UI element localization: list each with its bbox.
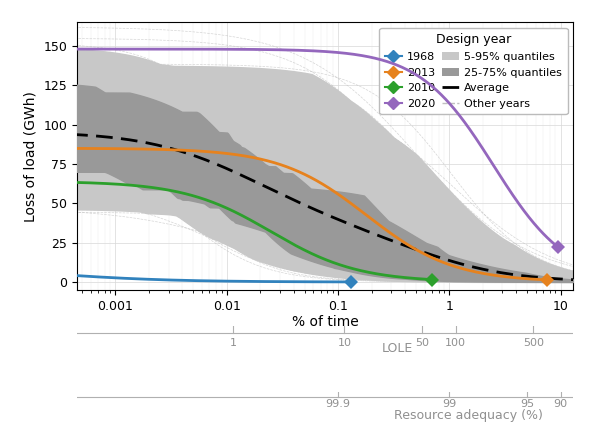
Legend: 1968, 2013, 2010, 2020, 5-95% quantiles, 25-75% quantiles, Average, Other years: 1968, 2013, 2010, 2020, 5-95% quantiles,… — [379, 28, 568, 114]
X-axis label: % of time: % of time — [292, 315, 358, 330]
Text: LOLE: LOLE — [382, 342, 413, 355]
Text: 95: 95 — [520, 399, 534, 409]
Text: 50: 50 — [415, 338, 429, 348]
Text: 100: 100 — [445, 338, 466, 348]
Y-axis label: Loss of load (GWh): Loss of load (GWh) — [24, 91, 38, 222]
Text: 90: 90 — [554, 399, 567, 409]
Text: 10: 10 — [337, 338, 352, 348]
Text: 99: 99 — [442, 399, 456, 409]
Text: 99.9: 99.9 — [326, 399, 350, 409]
Text: 1: 1 — [230, 338, 236, 348]
Text: 500: 500 — [523, 338, 544, 348]
Text: Resource adequacy (%): Resource adequacy (%) — [394, 409, 543, 422]
